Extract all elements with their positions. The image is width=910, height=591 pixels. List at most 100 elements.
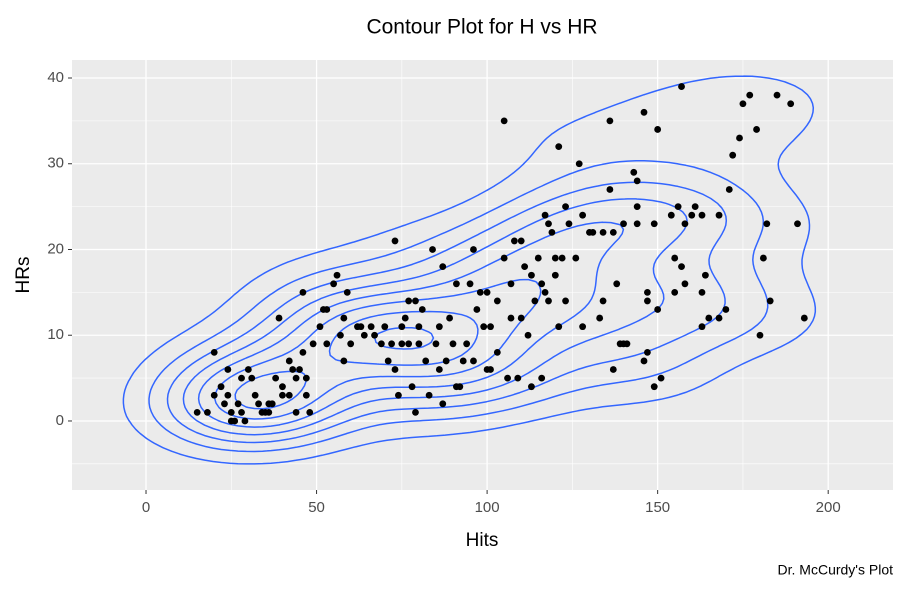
point [517, 314, 525, 322]
x-tick-label: 0 [142, 499, 150, 516]
point [289, 366, 297, 373]
point [548, 228, 556, 236]
y-tick-label: 20 [47, 240, 64, 257]
point [722, 306, 730, 313]
point [644, 288, 651, 296]
point [224, 391, 232, 399]
point [671, 288, 679, 296]
point [800, 314, 808, 322]
point [384, 357, 392, 365]
point [210, 391, 218, 399]
point [715, 314, 723, 322]
point [279, 391, 286, 399]
chart-title: Contour Plot for H vs HR [366, 16, 597, 39]
point [333, 271, 341, 279]
point [681, 280, 689, 288]
y-tick-label: 40 [47, 69, 64, 86]
point [449, 340, 457, 348]
point [381, 323, 389, 331]
caption: Dr. McCurdy's Plot [778, 562, 894, 578]
point [275, 314, 283, 322]
point [412, 297, 419, 305]
point [633, 203, 641, 211]
point [510, 237, 518, 245]
point [609, 366, 617, 373]
point [551, 271, 559, 279]
point [650, 383, 658, 391]
point [545, 220, 552, 228]
point [446, 314, 453, 322]
point [725, 186, 733, 193]
point [323, 306, 331, 313]
point [367, 323, 375, 331]
point [528, 271, 535, 279]
point [620, 220, 627, 228]
point [633, 220, 641, 228]
point [589, 228, 597, 236]
point [531, 297, 539, 305]
point [292, 374, 300, 382]
point [241, 417, 249, 425]
point [439, 263, 447, 271]
point [729, 151, 737, 159]
point [470, 357, 477, 365]
point [244, 366, 252, 373]
point [579, 323, 587, 331]
point [439, 400, 447, 408]
point [255, 400, 262, 408]
point [756, 331, 764, 339]
point [340, 314, 348, 322]
point [517, 237, 525, 245]
point [251, 391, 259, 399]
point [698, 211, 706, 219]
point [316, 323, 324, 331]
density-contour [214, 278, 542, 420]
point [609, 228, 617, 236]
point [487, 323, 494, 331]
point [398, 340, 406, 348]
point [688, 211, 696, 219]
x-tick-label: 150 [645, 499, 670, 516]
point [596, 314, 604, 322]
point [221, 400, 228, 408]
point [360, 331, 368, 339]
point [541, 211, 549, 219]
point [398, 323, 406, 331]
x-tick-label: 100 [475, 499, 500, 516]
density-contour [234, 310, 479, 410]
point [238, 374, 245, 382]
point [435, 366, 443, 373]
point [640, 357, 648, 365]
point [562, 203, 569, 211]
point [299, 348, 307, 356]
point [524, 331, 532, 339]
point [470, 246, 477, 253]
point [705, 314, 713, 322]
point [371, 331, 378, 339]
point [231, 417, 239, 425]
point [640, 108, 648, 116]
point [323, 340, 331, 348]
point [408, 383, 416, 391]
point [514, 374, 522, 382]
point [644, 297, 651, 305]
point [238, 409, 245, 416]
point [633, 177, 641, 185]
point [483, 288, 491, 296]
point [504, 374, 511, 382]
point [644, 348, 651, 356]
point [500, 254, 508, 262]
point [541, 288, 549, 296]
point [453, 280, 460, 288]
point [613, 280, 621, 288]
point [558, 254, 566, 262]
point [507, 314, 515, 322]
point [630, 168, 638, 176]
point [551, 254, 559, 262]
point [204, 409, 211, 416]
point [299, 288, 307, 296]
point [599, 228, 607, 236]
point [429, 246, 436, 253]
point [227, 409, 235, 416]
point [473, 306, 481, 313]
